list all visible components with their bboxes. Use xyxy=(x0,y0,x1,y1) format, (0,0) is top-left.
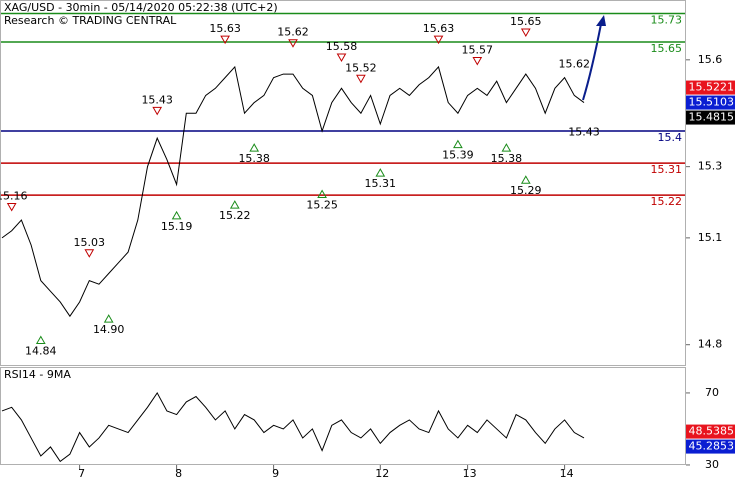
price-marker-label: 15.5221 xyxy=(689,81,735,94)
high-marker xyxy=(472,57,483,66)
rsi-tick-label: 30 xyxy=(705,458,719,471)
high-label: 15.65 xyxy=(510,15,542,28)
x-tick-label: 13 xyxy=(463,467,477,480)
y-tick-label: 15.1 xyxy=(698,231,723,244)
forecast-arrow-head xyxy=(596,15,606,26)
low-marker xyxy=(171,210,182,220)
high-label: 15.62 xyxy=(277,26,309,39)
high-label: 15.63 xyxy=(209,22,241,35)
high-marker xyxy=(152,106,163,116)
level-label: 15.4 xyxy=(658,131,683,144)
high-marker xyxy=(520,28,531,38)
high-marker xyxy=(336,53,347,62)
low-label: 15.31 xyxy=(365,177,397,190)
low-marker xyxy=(249,143,260,152)
low-marker xyxy=(35,335,46,344)
y-tick-label: 15.3 xyxy=(698,160,723,173)
price-marker-label: 15.5103 xyxy=(689,96,735,109)
rsi-tick-label: 70 xyxy=(705,386,719,399)
high-marker xyxy=(356,74,366,84)
rsi-title: RSI14 - 9MA xyxy=(4,368,71,381)
y-tick-label: 15.6 xyxy=(698,53,723,66)
level-label: 15.31 xyxy=(651,163,683,176)
high-marker xyxy=(433,35,444,45)
rsi-marker-box xyxy=(686,424,735,439)
price-marker-box xyxy=(686,80,735,95)
rsi-frame xyxy=(0,367,686,465)
low-label: 15.25 xyxy=(306,198,338,211)
x-tick-label: 9 xyxy=(272,467,279,480)
high-label: 15.57 xyxy=(462,44,494,57)
low-label: 15.29 xyxy=(510,184,542,197)
low-marker xyxy=(317,189,327,198)
rsi-marker-box xyxy=(686,439,735,454)
low-label: 14.90 xyxy=(93,323,125,336)
low-label: 15.19 xyxy=(161,220,193,233)
high-label: 15.58 xyxy=(326,40,358,53)
low-marker xyxy=(520,175,531,184)
target-label: 15.62 xyxy=(559,58,591,71)
high-marker xyxy=(6,203,17,212)
x-tick-label: 8 xyxy=(175,467,182,480)
high-label: 15.63 xyxy=(423,22,455,35)
high-marker xyxy=(288,39,298,48)
low-label: 15.39 xyxy=(442,149,474,162)
low-label: 15.38 xyxy=(491,152,523,165)
target-label: 15.43 xyxy=(568,125,600,138)
low-marker xyxy=(453,139,463,149)
low-label: 15.22 xyxy=(219,209,251,222)
high-label: 15.52 xyxy=(345,61,377,74)
low-marker xyxy=(501,143,512,152)
rsi-line xyxy=(1,391,585,463)
chart-subtitle: Research © TRADING CENTRAL xyxy=(4,14,177,27)
high-label: 15.16 xyxy=(0,190,27,203)
high-marker xyxy=(220,35,230,45)
chart-title: XAG/USD - 30min - 05/14/2020 05:22:38 (U… xyxy=(4,1,278,14)
low-marker xyxy=(229,200,240,209)
price-marker-box xyxy=(686,110,735,125)
x-tick-label: 7 xyxy=(78,467,85,480)
forecast-arrow xyxy=(582,23,602,101)
rsi-marker-label: 48.5385 xyxy=(689,425,735,438)
low-label: 15.38 xyxy=(238,152,270,165)
y-tick-label: 14.8 xyxy=(698,338,723,351)
high-marker xyxy=(84,249,95,258)
high-label: 15.43 xyxy=(141,93,173,106)
x-tick-label: 12 xyxy=(375,467,389,480)
price-line xyxy=(1,65,585,318)
price-frame xyxy=(0,0,686,366)
rsi-marker-label: 45.2853 xyxy=(689,440,735,453)
level-label: 15.73 xyxy=(651,14,683,27)
low-marker xyxy=(103,314,114,323)
price-marker-box xyxy=(686,95,735,110)
level-label: 15.65 xyxy=(651,42,683,55)
low-label: 14.84 xyxy=(25,344,57,357)
price-marker-label: 15.4815 xyxy=(689,111,735,124)
x-tick-label: 14 xyxy=(560,467,574,480)
level-label: 15.22 xyxy=(651,195,683,208)
high-label: 15.03 xyxy=(74,236,106,249)
low-marker xyxy=(375,168,386,177)
